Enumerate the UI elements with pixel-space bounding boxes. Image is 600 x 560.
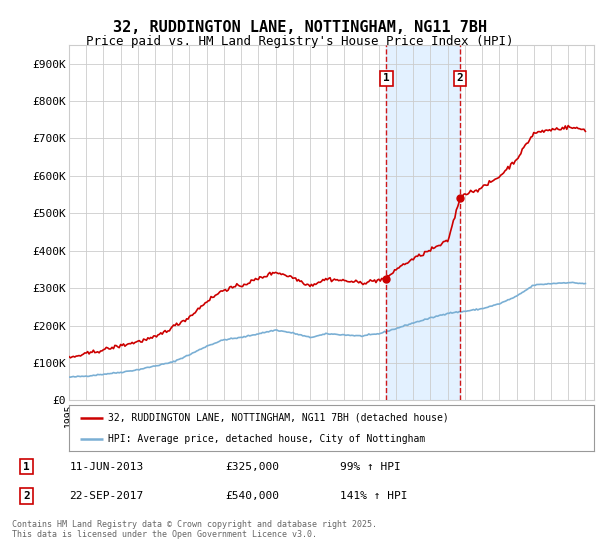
- Text: Contains HM Land Registry data © Crown copyright and database right 2025.
This d: Contains HM Land Registry data © Crown c…: [12, 520, 377, 539]
- Text: 1: 1: [383, 73, 390, 83]
- Text: 99% ↑ HPI: 99% ↑ HPI: [340, 461, 401, 472]
- Text: 141% ↑ HPI: 141% ↑ HPI: [340, 491, 408, 501]
- Text: 22-SEP-2017: 22-SEP-2017: [70, 491, 144, 501]
- Text: 32, RUDDINGTON LANE, NOTTINGHAM, NG11 7BH (detached house): 32, RUDDINGTON LANE, NOTTINGHAM, NG11 7B…: [109, 413, 449, 423]
- Text: 2: 2: [457, 73, 463, 83]
- Text: HPI: Average price, detached house, City of Nottingham: HPI: Average price, detached house, City…: [109, 435, 425, 444]
- Text: £325,000: £325,000: [225, 461, 279, 472]
- Text: 32, RUDDINGTON LANE, NOTTINGHAM, NG11 7BH: 32, RUDDINGTON LANE, NOTTINGHAM, NG11 7B…: [113, 20, 487, 35]
- Text: 11-JUN-2013: 11-JUN-2013: [70, 461, 144, 472]
- Bar: [386, 45, 460, 400]
- Text: Price paid vs. HM Land Registry's House Price Index (HPI): Price paid vs. HM Land Registry's House …: [86, 35, 514, 48]
- Text: 1: 1: [23, 461, 30, 472]
- Text: £540,000: £540,000: [225, 491, 279, 501]
- Text: 2: 2: [23, 491, 30, 501]
